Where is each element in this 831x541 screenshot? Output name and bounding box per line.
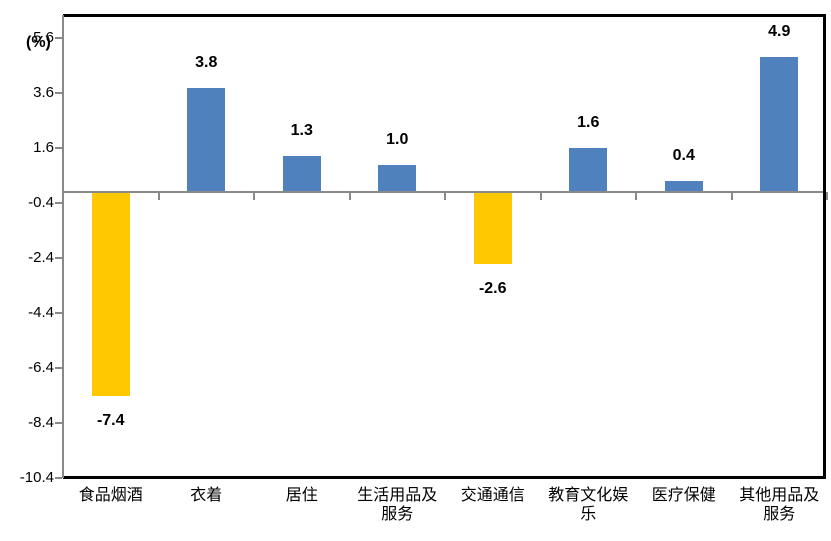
y-tick-label: 3.6 [33, 84, 54, 101]
bar [282, 156, 321, 192]
y-tick-mark [55, 37, 62, 39]
bar-value-label: 4.9 [768, 23, 791, 41]
category-label: 居住 [285, 487, 318, 504]
bar [760, 57, 799, 192]
y-tick-label: -6.4 [28, 359, 54, 376]
category-label: 食品烟酒 [78, 487, 143, 504]
y-tick-mark [55, 92, 62, 94]
category-tick-mark [349, 192, 351, 200]
y-tick-label: -10.4 [19, 469, 54, 486]
bar-value-label: 1.0 [386, 130, 409, 148]
category-label: 衣着 [190, 487, 223, 504]
plot-border-top [63, 14, 826, 17]
category-label: 生活用品及服务 [357, 487, 438, 523]
category-tick-mark [253, 192, 255, 200]
y-tick-mark [55, 312, 62, 314]
y-axis-unit-label: (%) [26, 34, 51, 51]
zero-axis-line [63, 191, 823, 193]
bar [378, 164, 417, 192]
bar [187, 87, 226, 192]
plot-border-right [823, 14, 826, 479]
bar-value-label: 1.6 [577, 114, 600, 131]
y-tick-mark [55, 367, 62, 369]
bar [473, 192, 512, 264]
bar [91, 192, 130, 396]
category-tick-mark [158, 192, 160, 200]
category-label: 医疗保健 [651, 487, 716, 504]
category-tick-mark [635, 192, 637, 200]
bar-value-label: 0.4 [672, 147, 695, 164]
bar [664, 181, 703, 192]
y-tick-mark [55, 477, 62, 479]
bar [569, 148, 608, 192]
y-tick-label: -4.4 [28, 304, 54, 321]
y-tick-label: 5.6 [33, 29, 54, 46]
category-tick-mark [540, 192, 542, 200]
y-tick-mark [55, 422, 62, 424]
category-label: 其他用品及服务 [739, 487, 820, 523]
y-tick-label: -2.4 [28, 249, 54, 266]
y-tick-label: 1.6 [33, 139, 54, 156]
plot-border-bottom [63, 476, 826, 479]
bar-value-label: -7.4 [96, 411, 125, 429]
y-tick-label: -0.4 [28, 194, 54, 211]
bar-value-label: -2.6 [478, 279, 507, 297]
category-label: 教育文化娱乐 [548, 487, 629, 523]
bar-value-label: 3.8 [195, 53, 218, 71]
y-tick-label: -8.4 [28, 414, 54, 431]
bar-value-label: 1.3 [290, 122, 313, 140]
y-tick-mark [55, 202, 62, 204]
category-tick-mark [62, 192, 64, 200]
y-tick-mark [55, 257, 62, 259]
category-tick-mark [826, 192, 828, 200]
category-label: 交通通信 [460, 487, 525, 504]
category-tick-mark [444, 192, 446, 200]
y-axis-line [62, 15, 64, 478]
category-tick-mark [731, 192, 733, 200]
y-tick-mark [55, 147, 62, 149]
